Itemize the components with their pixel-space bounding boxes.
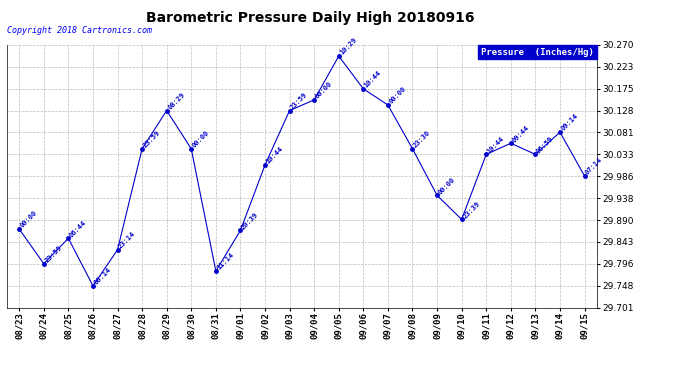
Text: 20:39: 20:39 <box>240 211 259 231</box>
Text: 10:44: 10:44 <box>486 135 506 154</box>
Text: 23:59: 23:59 <box>290 91 309 111</box>
Text: 00:00: 00:00 <box>437 176 456 195</box>
Text: 07:14: 07:14 <box>584 157 604 176</box>
Text: 23:39: 23:39 <box>462 200 481 219</box>
Text: 09:14: 09:14 <box>560 113 579 132</box>
Text: Pressure  (Inches/Hg): Pressure (Inches/Hg) <box>481 48 594 57</box>
Text: 00:00: 00:00 <box>314 81 333 100</box>
Text: 11:14: 11:14 <box>216 252 235 271</box>
Text: 08:29: 08:29 <box>167 91 186 111</box>
Text: 10:44: 10:44 <box>265 146 284 165</box>
Text: Copyright 2018 Cartronics.com: Copyright 2018 Cartronics.com <box>7 26 152 35</box>
Text: 23:14: 23:14 <box>117 231 137 250</box>
Text: 23:30: 23:30 <box>413 129 432 149</box>
Text: 06:59: 06:59 <box>535 135 555 154</box>
Text: 23:59: 23:59 <box>142 129 161 149</box>
Text: 23:59: 23:59 <box>43 244 63 264</box>
Text: 09:44: 09:44 <box>511 124 530 143</box>
Text: Barometric Pressure Daily High 20180916: Barometric Pressure Daily High 20180916 <box>146 11 475 25</box>
Text: 00:14: 00:14 <box>93 267 112 286</box>
Text: 10:29: 10:29 <box>339 37 358 56</box>
Text: 10:44: 10:44 <box>364 69 382 89</box>
Text: 06:44: 06:44 <box>68 219 88 238</box>
Text: 00:00: 00:00 <box>19 210 39 229</box>
Text: 00:00: 00:00 <box>388 86 407 105</box>
Text: 00:00: 00:00 <box>191 129 210 149</box>
